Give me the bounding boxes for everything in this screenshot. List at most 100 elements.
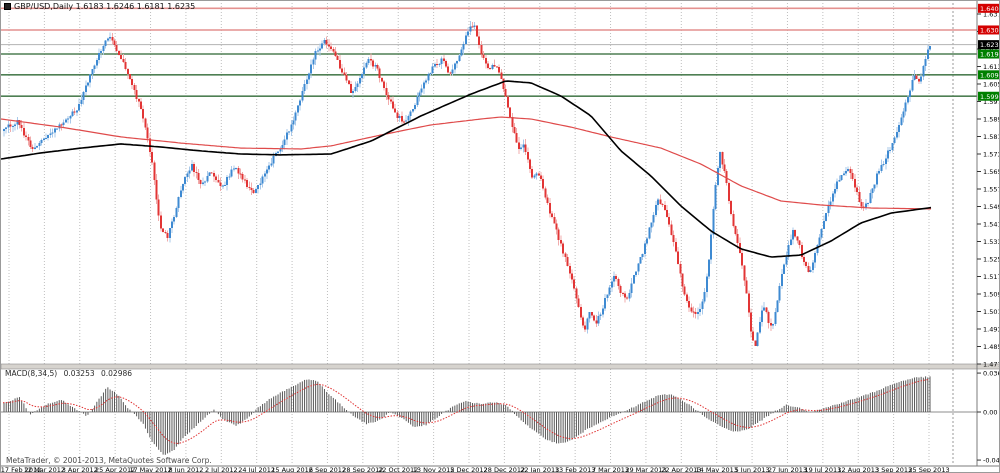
price-tick-label: 1.5095 — [983, 291, 1000, 299]
candle-down — [140, 101, 143, 109]
candle-up — [290, 124, 293, 132]
x-axis-label: 17 May 2012 — [129, 466, 171, 473]
moving-averages-group — [1, 80, 932, 258]
candle-up — [182, 183, 185, 191]
candle-down — [22, 127, 25, 136]
candle-up — [36, 145, 39, 148]
candle-down — [252, 189, 255, 193]
x-axis-label: 12 Aug 2013 — [837, 466, 879, 473]
candle-up — [104, 40, 107, 47]
candle-down — [769, 323, 772, 326]
candle-up — [80, 99, 83, 105]
candle-up — [40, 140, 43, 144]
candle-down — [595, 320, 598, 324]
candle-down — [524, 144, 527, 152]
candle-up — [920, 76, 923, 82]
candle-down — [341, 68, 344, 73]
candle-up — [520, 147, 523, 150]
candle-down — [568, 266, 571, 274]
candle-up — [5, 127, 8, 130]
candle-down — [590, 312, 593, 316]
candle-down — [9, 124, 12, 127]
price-tick-label: 1.6375 — [983, 11, 1000, 19]
candle-up — [785, 257, 788, 265]
candle-up — [307, 73, 310, 80]
x-axis-label: 14 May 2013 — [695, 466, 737, 473]
macd-indicator-label: MACD(8,34,5) — [5, 369, 58, 378]
candle-down — [113, 40, 116, 46]
candle-down — [743, 265, 746, 281]
candle-down — [219, 182, 222, 187]
x-axis-label: 28 Dec 2012 — [484, 466, 526, 473]
candle-down — [690, 307, 693, 312]
candle-down — [526, 151, 529, 160]
candle-down — [210, 172, 213, 174]
candle-up — [62, 122, 65, 125]
candle-up — [299, 100, 302, 106]
candle-up — [763, 307, 766, 311]
candle-up — [427, 73, 430, 81]
candle-up — [75, 110, 78, 113]
candle-down — [131, 79, 134, 85]
x-axis-label: 5 Jun 2013 — [735, 466, 770, 473]
candle-up — [646, 238, 649, 244]
candle-up — [641, 254, 644, 258]
candle-up — [608, 287, 611, 295]
candle-up — [906, 96, 909, 103]
candle-up — [643, 243, 646, 255]
candle-down — [807, 266, 810, 273]
candle-up — [893, 137, 896, 144]
candle-down — [349, 84, 352, 94]
candle-up — [268, 165, 271, 170]
candle-down — [858, 191, 861, 203]
candle-down — [436, 64, 439, 66]
price-tick-label: 1.4935 — [983, 326, 1000, 334]
candle-up — [42, 138, 45, 141]
candle-down — [500, 72, 503, 80]
candle-up — [811, 262, 814, 270]
candle-down — [685, 294, 688, 301]
candle-down — [447, 66, 450, 73]
candle-up — [3, 129, 5, 131]
candle-up — [226, 176, 229, 186]
price-tick-label: 1.4855 — [983, 343, 1000, 351]
x-axis-label: 19 Jul 2013 — [804, 466, 841, 473]
candle-down — [741, 253, 744, 266]
candle-up — [696, 311, 699, 314]
candle-up — [224, 185, 227, 187]
candle-up — [464, 35, 467, 45]
candle-down — [582, 317, 585, 326]
candle-up — [816, 244, 819, 254]
candle-down — [546, 197, 549, 203]
candle-down — [517, 142, 520, 150]
candle-up — [257, 185, 260, 189]
candle-up — [78, 104, 81, 111]
candle-down — [166, 232, 169, 238]
candle-up — [630, 283, 633, 293]
candle-down — [327, 44, 330, 47]
candle-down — [239, 173, 242, 175]
candle-down — [137, 98, 140, 102]
candle-up — [867, 202, 870, 204]
candle-down — [721, 152, 724, 165]
candle-up — [657, 199, 660, 205]
candle-up — [453, 63, 456, 70]
candle-up — [714, 185, 717, 210]
candle-up — [924, 59, 927, 66]
candle-down — [502, 79, 505, 90]
candle-up — [69, 116, 72, 119]
candle-up — [831, 193, 834, 202]
candle-down — [732, 213, 735, 226]
panel-splitter[interactable] — [1, 363, 1000, 370]
price-tick-label: 1.5735 — [983, 151, 1000, 159]
candle-down — [805, 262, 808, 267]
candle-down — [666, 210, 669, 218]
candle-up — [71, 111, 74, 117]
x-axis-label: 25 Sep 2013 — [908, 466, 949, 473]
candle-up — [285, 132, 288, 140]
candle-down — [515, 132, 518, 143]
candle-down — [544, 188, 547, 198]
candle-down — [29, 140, 32, 147]
candle-up — [168, 228, 171, 238]
